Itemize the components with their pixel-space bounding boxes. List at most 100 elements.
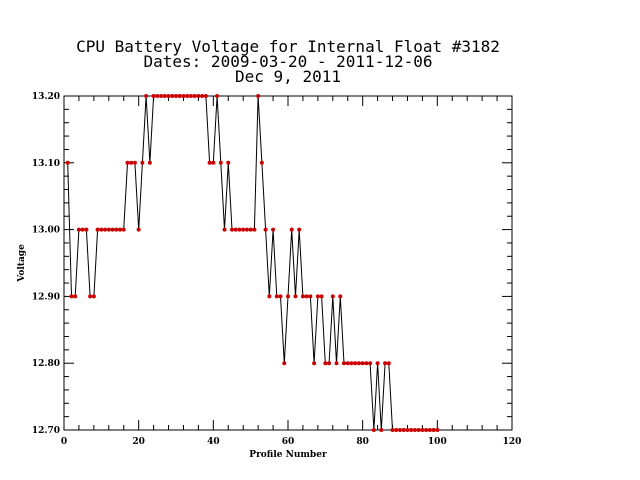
- data-point: [364, 361, 369, 366]
- data-point: [211, 160, 216, 165]
- data-point: [282, 361, 287, 366]
- data-markers: [65, 94, 440, 432]
- chart-title: CPU Battery Voltage for Internal Float #…: [76, 37, 500, 86]
- data-point: [431, 428, 436, 432]
- data-point: [390, 428, 395, 432]
- data-point: [312, 361, 317, 366]
- data-point: [252, 227, 257, 232]
- data-point: [278, 294, 283, 299]
- data-point: [248, 227, 253, 232]
- data-point: [230, 227, 234, 232]
- data-point: [300, 294, 305, 299]
- data-point: [155, 94, 160, 98]
- data-point: [241, 227, 246, 232]
- data-point: [203, 94, 208, 98]
- data-point: [88, 294, 93, 299]
- data-point: [170, 94, 175, 98]
- data-point: [338, 294, 343, 299]
- data-point: [274, 294, 279, 299]
- data-point: [188, 94, 193, 98]
- data-point: [435, 428, 440, 432]
- data-point: [181, 94, 186, 98]
- chart-title-line-1: CPU Battery Voltage for Internal Float #…: [76, 37, 500, 56]
- series-line: [67, 95, 438, 431]
- data-point: [192, 94, 197, 98]
- x-tick-label: 20: [132, 437, 145, 447]
- data-point: [207, 160, 212, 165]
- data-point: [256, 94, 261, 98]
- data-point: [368, 361, 373, 366]
- y-tick-label: 12.80: [32, 359, 60, 369]
- y-tick-label: 12.70: [32, 426, 60, 436]
- data-point: [409, 428, 414, 432]
- data-point: [286, 294, 290, 299]
- y-tick-label: 13.10: [32, 159, 60, 169]
- x-tick-label: 60: [282, 437, 295, 447]
- y-tick-label: 12.90: [32, 292, 60, 302]
- data-point: [103, 227, 108, 232]
- data-point: [106, 227, 111, 232]
- data-point: [293, 294, 298, 299]
- data-point: [375, 361, 380, 366]
- plot-frame: [63, 95, 513, 431]
- data-point: [95, 227, 100, 232]
- data-point: [330, 294, 335, 299]
- data-point: [315, 294, 320, 299]
- data-point: [383, 361, 388, 366]
- x-tick-label: 80: [356, 437, 369, 447]
- data-point: [327, 361, 332, 366]
- data-point: [405, 428, 410, 432]
- data-point: [110, 227, 115, 232]
- data-point: [237, 227, 242, 232]
- x-tick-label: 0: [61, 437, 67, 447]
- data-point: [420, 428, 425, 432]
- data-point: [218, 160, 223, 165]
- x-tick-label: 100: [428, 437, 447, 447]
- data-point: [360, 361, 365, 366]
- data-point: [177, 94, 182, 98]
- data-point: [263, 227, 268, 232]
- data-point: [334, 361, 339, 366]
- data-point: [80, 227, 85, 232]
- data-point: [271, 227, 276, 232]
- chart-title-line-2: Dates: 2009-03-20 - 2011-12-06: [144, 52, 433, 71]
- data-point: [84, 227, 89, 232]
- data-point: [289, 227, 294, 232]
- x-axis: 0 20 40 60 80 100 120: [61, 96, 521, 447]
- data-point: [136, 227, 141, 232]
- data-point: [76, 227, 81, 232]
- data-point: [412, 428, 417, 432]
- x-axis-label: Profile Number: [249, 450, 327, 460]
- x-tick-label: 40: [207, 437, 220, 447]
- data-point: [151, 94, 156, 98]
- data-point: [304, 294, 309, 299]
- data-point: [132, 160, 137, 165]
- data-point: [162, 94, 167, 98]
- y-tick-label: 13.20: [32, 92, 60, 102]
- data-point: [356, 361, 361, 366]
- data-point: [398, 428, 402, 432]
- data-point: [424, 428, 429, 432]
- data-point: [319, 294, 324, 299]
- data-point: [166, 94, 171, 98]
- data-point: [323, 361, 328, 366]
- data-point: [267, 294, 272, 299]
- series-line-group: [67, 95, 438, 431]
- data-point: [401, 428, 406, 432]
- data-point: [379, 428, 384, 432]
- data-point: [297, 227, 302, 232]
- data-point: [226, 160, 231, 165]
- y-axis: 12.70 12.80 12.90 13.00 13.10 13.20: [32, 92, 512, 436]
- data-point: [394, 428, 399, 432]
- data-point: [345, 361, 350, 366]
- y-axis-label: Voltage: [17, 244, 27, 283]
- data-point: [185, 94, 190, 98]
- data-point: [91, 294, 96, 299]
- data-point: [427, 428, 432, 432]
- data-point: [144, 94, 149, 98]
- data-point: [147, 160, 152, 165]
- data-point: [65, 160, 70, 165]
- data-point: [99, 227, 104, 232]
- data-point: [244, 227, 249, 232]
